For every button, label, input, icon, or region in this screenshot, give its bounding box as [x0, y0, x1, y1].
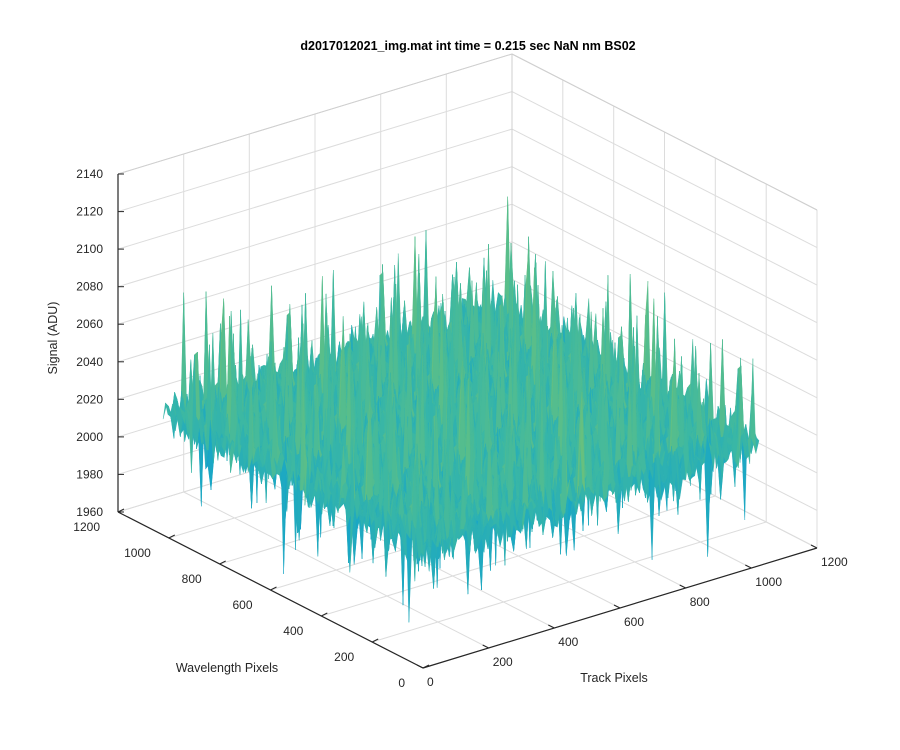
grid-line-back-z — [117, 91, 513, 213]
grid-line-back-z — [117, 166, 513, 288]
grid-line-side-z — [511, 203, 818, 361]
grid-line-side-z — [511, 166, 818, 324]
surface-mesh — [162, 196, 760, 623]
grid-line-side-z — [511, 91, 818, 249]
box-edge-back-top — [117, 53, 513, 175]
grid-line-floor-y — [321, 495, 716, 617]
grid-line-floor-y — [372, 521, 767, 643]
grid-line-side-z — [511, 128, 818, 286]
box-edge-side-top — [511, 53, 818, 211]
grid-line-back-z — [117, 128, 513, 250]
